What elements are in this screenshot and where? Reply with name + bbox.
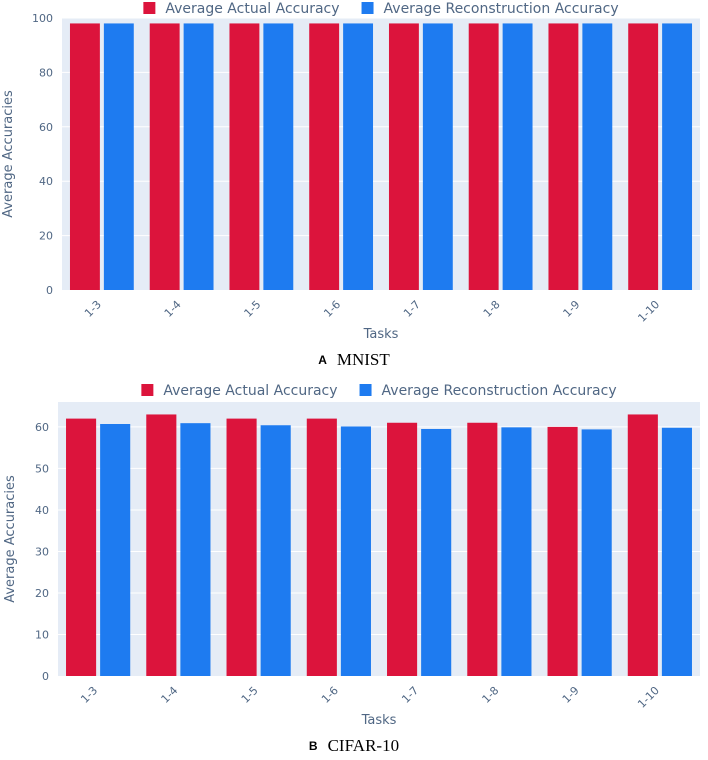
y-tick-label: 10: [35, 628, 49, 641]
bar-actual-accuracy: [229, 23, 260, 290]
legend-swatch-actual: [141, 384, 154, 396]
x-axis-title: Tasks: [361, 713, 397, 728]
x-tick-label: 1-3: [82, 298, 104, 320]
y-tick-label: 0: [42, 670, 49, 683]
x-tick-label: 1-5: [242, 298, 264, 320]
x-tick-label: 1-6: [321, 298, 343, 320]
x-tick-label: 1-5: [239, 684, 261, 706]
bar-actual-accuracy: [66, 418, 97, 676]
bar-reconstruction-accuracy: [263, 23, 294, 290]
x-tick-label: 1-4: [162, 298, 184, 320]
legend-swatch-reconstruction: [359, 384, 372, 396]
bar-reconstruction-accuracy: [183, 23, 214, 290]
x-tick-label: 1-4: [159, 684, 181, 706]
x-tick-label: 1-8: [480, 684, 502, 706]
chart-panel-cifar10: 0 10 20 30 40 50 60 1-3 1-4 1-5 1-6 1-7 1-8 1-9 1-10 Ta…: [0, 380, 708, 760]
legend-label-actual: Average Actual Accuracy: [163, 383, 337, 399]
bar-actual-accuracy: [547, 426, 578, 676]
x-tick-label: 1-6: [319, 684, 341, 706]
bar-actual-accuracy: [146, 414, 177, 676]
x-tick-label: 1-3: [78, 684, 100, 706]
caption-text: MNIST: [336, 350, 390, 369]
x-tick-label: 1-10: [635, 684, 662, 711]
bar-reconstruction-accuracy: [100, 424, 131, 676]
y-tick-label: 100: [32, 12, 53, 25]
legend-swatch-reconstruction: [361, 2, 374, 14]
bar-reconstruction-accuracy: [501, 427, 532, 676]
bar-reconstruction-accuracy: [103, 23, 134, 290]
bar-actual-accuracy: [388, 23, 419, 290]
legend: Average Actual Accuracy Average Reconstru…: [143, 1, 619, 17]
x-tick-label: 1-9: [561, 298, 583, 320]
chart-panel-mnist: 0 20 40 60 80 100 1-3 1-4 1-5 1-6 1-7 1-8 1-9 1-10 Tas…: [0, 1, 708, 370]
bar-reconstruction-accuracy: [343, 23, 374, 290]
x-tick-label: 1-9: [560, 684, 582, 706]
x-tick-label: 1-7: [399, 684, 421, 706]
bar-actual-accuracy: [548, 23, 579, 290]
y-tick-label: 40: [35, 504, 49, 517]
x-tick-label: 1-10: [635, 298, 662, 325]
bar-actual-accuracy: [628, 23, 659, 290]
bar-actual-accuracy: [149, 23, 180, 290]
bar-actual-accuracy: [226, 418, 257, 676]
figure-caption-b: B CIFAR-10: [0, 736, 708, 756]
bar-reconstruction-accuracy: [422, 23, 453, 290]
bar-chart-cifar10: 0 10 20 30 40 50 60 1-3 1-4 1-5 1-6 1-7 1-8 1-9 1-10 Ta…: [3, 383, 700, 728]
y-tick-label: 20: [39, 230, 53, 243]
y-tick-label: 60: [35, 421, 49, 434]
y-tick-label: 80: [39, 66, 53, 79]
x-tick-label: 1-8: [481, 298, 503, 320]
bar-reconstruction-accuracy: [260, 425, 291, 676]
bar-reconstruction-accuracy: [661, 427, 692, 676]
bar-actual-accuracy: [306, 418, 337, 676]
bar-actual-accuracy: [467, 422, 498, 676]
bar-reconstruction-accuracy: [662, 23, 693, 290]
legend-label-actual: Average Actual Accuracy: [165, 1, 339, 17]
bar-actual-accuracy: [468, 23, 499, 290]
x-tick-label: 1-7: [401, 298, 423, 320]
bar-actual-accuracy: [627, 414, 658, 676]
legend-label-reconstruction: Average Reconstruction Accuracy: [382, 383, 617, 399]
figure-caption-a: A MNIST: [0, 350, 708, 370]
y-axis-title: Average Accuracies: [3, 475, 18, 603]
bar-reconstruction-accuracy: [180, 423, 211, 676]
bar-actual-accuracy: [387, 422, 418, 676]
caption-letter: A: [318, 353, 327, 367]
bar-reconstruction-accuracy: [421, 428, 452, 676]
y-tick-label: 20: [35, 587, 49, 600]
bar-reconstruction-accuracy: [582, 23, 613, 290]
caption-text: CIFAR-10: [327, 736, 400, 755]
bar-actual-accuracy: [69, 23, 100, 290]
caption-letter: B: [308, 739, 318, 753]
bar-reconstruction-accuracy: [581, 429, 612, 676]
bar-chart-mnist: 0 20 40 60 80 100 1-3 1-4 1-5 1-6 1-7 1-8 1-9 1-10 Tas…: [1, 1, 700, 342]
x-axis-title: Tasks: [363, 327, 399, 342]
bar-reconstruction-accuracy: [502, 23, 533, 290]
legend-swatch-actual: [143, 2, 156, 14]
y-tick-label: 40: [39, 175, 53, 188]
y-tick-label: 30: [35, 545, 49, 558]
legend-label-reconstruction: Average Reconstruction Accuracy: [384, 1, 619, 17]
y-tick-label: 60: [39, 121, 53, 134]
y-tick-label: 0: [46, 284, 53, 297]
bar-reconstruction-accuracy: [340, 426, 371, 676]
bar-actual-accuracy: [309, 23, 340, 290]
y-axis-title: Average Accuracies: [1, 90, 16, 218]
y-tick-label: 50: [35, 462, 49, 475]
legend: Average Actual Accuracy Average Reconstru…: [141, 383, 617, 399]
